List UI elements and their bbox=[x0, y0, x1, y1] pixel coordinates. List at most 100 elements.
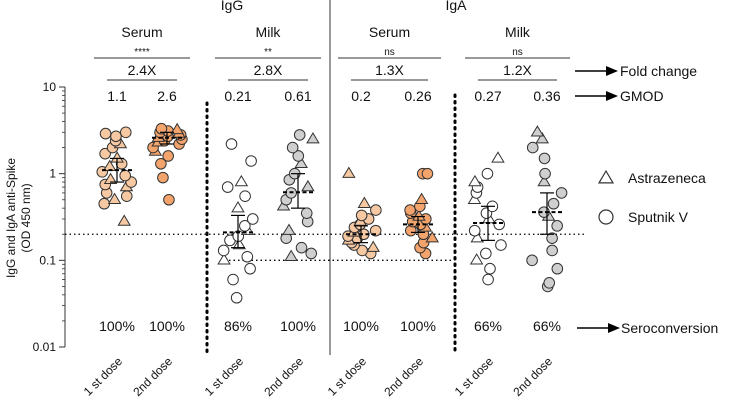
point-triangle bbox=[170, 122, 184, 135]
point-circle bbox=[227, 273, 239, 286]
y-axis-label: IgG and IgA anti-Spike(OD 450 nm) bbox=[4, 158, 33, 278]
point-circle bbox=[546, 232, 558, 245]
gmod-value: 2.6 bbox=[157, 88, 177, 104]
fold-change-label: 2.8X bbox=[254, 62, 283, 78]
point-circle bbox=[526, 141, 539, 154]
seroconversion-value: 100% bbox=[343, 318, 379, 334]
point-circle bbox=[230, 291, 243, 304]
point-circle bbox=[163, 193, 175, 206]
gmod-value: 0.2 bbox=[351, 88, 371, 104]
point-circle bbox=[551, 262, 564, 275]
point-triangle bbox=[231, 200, 245, 213]
fold-change-label: 2.4X bbox=[128, 62, 157, 78]
gmod-arrow-head bbox=[606, 91, 618, 101]
point-circle bbox=[295, 241, 308, 254]
isotype-title-iga: IgA bbox=[445, 0, 467, 13]
point-triangle bbox=[342, 166, 356, 178]
point-triangle bbox=[301, 179, 315, 192]
point-triangle bbox=[284, 249, 298, 261]
legend-label-sputnik: Sputnik V bbox=[628, 209, 689, 225]
point-triangle bbox=[357, 196, 372, 208]
point-circle bbox=[245, 155, 257, 167]
y-tick-label: 0.01 bbox=[33, 340, 57, 354]
fold-change-arrow-head bbox=[606, 66, 618, 76]
point-triangle bbox=[103, 172, 118, 185]
point-circle bbox=[292, 150, 305, 162]
point-circle bbox=[355, 209, 368, 222]
point-circle bbox=[244, 262, 256, 275]
point-circle bbox=[99, 127, 112, 140]
legend-circle-icon bbox=[598, 209, 614, 225]
sample-title: Serum bbox=[369, 24, 410, 40]
point-circle bbox=[155, 157, 167, 170]
isotype-title-igg: IgG bbox=[221, 0, 244, 13]
point-circle bbox=[286, 141, 299, 154]
point-circle bbox=[162, 150, 174, 162]
point-circle bbox=[546, 244, 558, 257]
point-circle bbox=[555, 187, 568, 199]
point-triangle bbox=[107, 192, 122, 204]
seroconversion-value: 100% bbox=[149, 318, 185, 334]
seroconversion-value: 100% bbox=[400, 318, 436, 334]
point-circle bbox=[110, 130, 122, 143]
fold-change-label: 1.3X bbox=[375, 62, 404, 78]
seroconversion-value: 66% bbox=[474, 318, 502, 334]
point-triangle bbox=[282, 223, 296, 235]
point-circle bbox=[119, 169, 131, 182]
x-tick-label: 2nd dose bbox=[261, 354, 306, 399]
fold-change-label: 1.2X bbox=[503, 62, 532, 78]
point-circle bbox=[370, 204, 382, 216]
point-circle bbox=[241, 250, 254, 263]
point-circle bbox=[538, 152, 551, 165]
x-tick-label: 1 st dose bbox=[81, 354, 126, 399]
point-triangle bbox=[468, 174, 482, 187]
point-circle bbox=[155, 122, 168, 135]
point-triangle bbox=[535, 131, 550, 144]
point-triangle bbox=[234, 174, 249, 187]
annotation-seroconversion: Seroconversion bbox=[621, 320, 718, 336]
point-triangle bbox=[414, 192, 429, 204]
point-triangle bbox=[470, 231, 485, 243]
seroconversion-value: 100% bbox=[280, 318, 316, 334]
annotation-fold-change: Fold change bbox=[620, 63, 697, 79]
gmod-value: 0.27 bbox=[474, 88, 501, 104]
point-triangle bbox=[117, 214, 131, 226]
point-triangle bbox=[294, 156, 308, 169]
y-axis-label-line1: IgG and IgA anti-Spike bbox=[4, 158, 18, 278]
point-circle bbox=[468, 224, 481, 237]
point-circle bbox=[119, 126, 132, 139]
point-circle bbox=[482, 273, 494, 286]
point-circle bbox=[493, 218, 505, 231]
point-circle bbox=[495, 239, 507, 251]
x-tick-label: 2nd dose bbox=[510, 354, 555, 399]
point-circle bbox=[305, 247, 318, 260]
x-tick-label: 1 st dose bbox=[452, 354, 497, 399]
point-triangle bbox=[306, 131, 320, 144]
point-triangle bbox=[491, 151, 505, 163]
gmod-value: 0.36 bbox=[533, 88, 560, 104]
point-circle bbox=[98, 197, 111, 210]
legend-triangle-icon bbox=[597, 169, 615, 184]
point-triangle bbox=[469, 253, 484, 265]
point-circle bbox=[300, 207, 313, 219]
point-circle bbox=[99, 147, 111, 160]
sample-title: Milk bbox=[256, 24, 282, 40]
significance-label: ** bbox=[264, 47, 272, 58]
point-circle bbox=[157, 171, 169, 184]
point-triangle bbox=[537, 174, 551, 187]
point-circle bbox=[484, 262, 496, 275]
point-circle bbox=[526, 254, 538, 267]
y-tick-label: 0.1 bbox=[39, 253, 56, 267]
point-circle bbox=[120, 190, 133, 202]
point-circle bbox=[221, 181, 234, 193]
point-circle bbox=[543, 277, 556, 289]
seroconversion-value: 100% bbox=[99, 318, 135, 334]
gmod-value: 0.21 bbox=[224, 88, 251, 104]
point-circle bbox=[547, 197, 560, 210]
significance-label: ns bbox=[384, 47, 395, 58]
gmod-value: 0.26 bbox=[404, 88, 431, 104]
y-tick-label: 1 bbox=[49, 167, 56, 181]
point-triangle bbox=[366, 240, 380, 252]
significance-label: ns bbox=[512, 47, 523, 58]
point-circle bbox=[239, 220, 251, 232]
